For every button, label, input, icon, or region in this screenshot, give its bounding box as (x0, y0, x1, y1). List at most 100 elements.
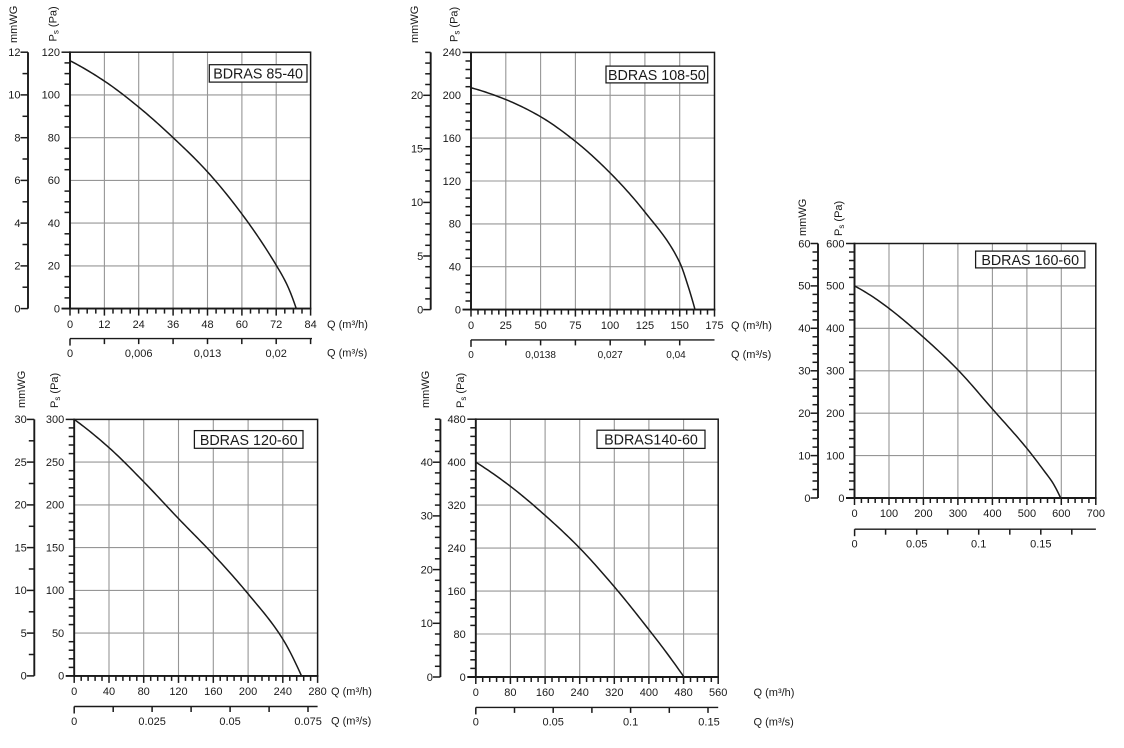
svg-text:200: 200 (914, 508, 932, 520)
svg-text:50: 50 (798, 281, 810, 293)
svg-text:0.15: 0.15 (698, 717, 719, 729)
svg-text:20: 20 (15, 500, 27, 512)
svg-text:120: 120 (42, 47, 60, 59)
svg-text:10: 10 (798, 450, 810, 462)
svg-text:40: 40 (798, 323, 810, 335)
svg-text:160: 160 (443, 133, 461, 145)
svg-text:100: 100 (601, 320, 619, 332)
svg-text:5: 5 (417, 251, 423, 263)
svg-text:Ps (Pa): Ps (Pa) (833, 201, 846, 236)
svg-text:0.1: 0.1 (971, 539, 986, 551)
svg-text:200: 200 (46, 500, 64, 512)
svg-text:240: 240 (447, 543, 465, 555)
svg-text:36: 36 (167, 319, 179, 331)
svg-text:100: 100 (42, 90, 60, 102)
svg-text:10: 10 (8, 90, 20, 102)
svg-text:700: 700 (1087, 508, 1105, 520)
svg-text:30: 30 (15, 414, 27, 426)
svg-text:0,0138: 0,0138 (525, 350, 556, 361)
svg-text:mmWG: mmWG (409, 6, 421, 43)
svg-text:25: 25 (15, 457, 27, 469)
svg-text:0.05: 0.05 (219, 716, 240, 728)
svg-text:84: 84 (304, 319, 316, 331)
svg-text:12: 12 (8, 47, 20, 59)
svg-text:0.05: 0.05 (906, 539, 927, 551)
svg-text:200: 200 (443, 90, 461, 102)
svg-text:400: 400 (447, 457, 465, 469)
svg-text:100: 100 (46, 585, 64, 597)
svg-text:40: 40 (421, 457, 433, 469)
svg-text:200: 200 (826, 408, 844, 420)
svg-text:600: 600 (826, 238, 844, 250)
svg-text:160: 160 (447, 586, 465, 598)
svg-text:60: 60 (236, 319, 248, 331)
svg-text:125: 125 (636, 320, 654, 332)
svg-text:150: 150 (671, 320, 689, 332)
svg-text:Q (m³/s): Q (m³/s) (754, 716, 794, 728)
svg-text:10: 10 (411, 197, 423, 209)
svg-text:BDRAS 85-40: BDRAS 85-40 (213, 67, 303, 83)
svg-text:Ps (Pa): Ps (Pa) (455, 373, 468, 408)
svg-text:280: 280 (308, 686, 326, 698)
svg-text:0: 0 (71, 716, 77, 728)
svg-text:0: 0 (58, 671, 64, 683)
svg-text:0: 0 (455, 304, 461, 316)
svg-text:25: 25 (500, 320, 512, 332)
svg-text:250: 250 (46, 457, 64, 469)
svg-text:24: 24 (133, 319, 145, 331)
svg-text:320: 320 (605, 687, 623, 699)
svg-text:0: 0 (804, 493, 810, 505)
svg-text:0: 0 (468, 320, 474, 332)
svg-text:60: 60 (48, 175, 60, 187)
svg-text:0: 0 (417, 304, 423, 316)
svg-text:80: 80 (48, 133, 60, 145)
svg-text:200: 200 (239, 686, 257, 698)
svg-text:480: 480 (447, 414, 465, 426)
svg-text:Ps (Pa): Ps (Pa) (449, 7, 462, 42)
svg-text:400: 400 (640, 687, 658, 699)
svg-text:40: 40 (103, 686, 115, 698)
svg-text:75: 75 (569, 320, 581, 332)
svg-text:120: 120 (169, 686, 187, 698)
svg-text:175: 175 (705, 320, 723, 332)
svg-text:60: 60 (798, 238, 810, 250)
svg-text:8: 8 (14, 133, 20, 145)
svg-text:15: 15 (15, 542, 27, 554)
svg-text:6: 6 (14, 175, 20, 187)
svg-text:Q (m³/s): Q (m³/s) (327, 348, 367, 360)
svg-text:BDRAS 160-60: BDRAS 160-60 (981, 253, 1079, 269)
svg-text:500: 500 (826, 281, 844, 293)
svg-text:0,02: 0,02 (265, 348, 286, 360)
svg-text:0.025: 0.025 (138, 716, 166, 728)
svg-text:0,027: 0,027 (598, 350, 623, 361)
svg-text:mmWG: mmWG (8, 6, 20, 43)
svg-text:240: 240 (571, 687, 589, 699)
svg-text:0.15: 0.15 (1030, 539, 1051, 551)
svg-text:5: 5 (21, 628, 27, 640)
svg-text:0.05: 0.05 (542, 717, 563, 729)
svg-text:BDRAS 120-60: BDRAS 120-60 (200, 433, 298, 449)
svg-text:0,006: 0,006 (125, 348, 153, 360)
svg-text:15: 15 (411, 144, 423, 156)
svg-text:0: 0 (473, 687, 479, 699)
svg-text:0: 0 (851, 508, 857, 520)
svg-text:80: 80 (449, 219, 461, 231)
svg-text:0,013: 0,013 (194, 348, 222, 360)
svg-text:120: 120 (443, 176, 461, 188)
svg-text:80: 80 (504, 687, 516, 699)
svg-text:4: 4 (14, 218, 20, 230)
svg-text:30: 30 (798, 366, 810, 378)
svg-text:12: 12 (98, 319, 110, 331)
svg-text:Q (m³/s): Q (m³/s) (331, 716, 371, 728)
svg-text:48: 48 (201, 319, 213, 331)
svg-text:0: 0 (473, 717, 479, 729)
svg-text:0.1: 0.1 (623, 717, 638, 729)
svg-text:240: 240 (443, 47, 461, 59)
svg-text:0: 0 (71, 686, 77, 698)
svg-text:10: 10 (15, 585, 27, 597)
svg-text:100: 100 (826, 450, 844, 462)
svg-text:150: 150 (46, 542, 64, 554)
svg-text:0: 0 (427, 672, 433, 684)
svg-text:Q (m³/h): Q (m³/h) (754, 687, 795, 699)
svg-text:50: 50 (52, 628, 64, 640)
